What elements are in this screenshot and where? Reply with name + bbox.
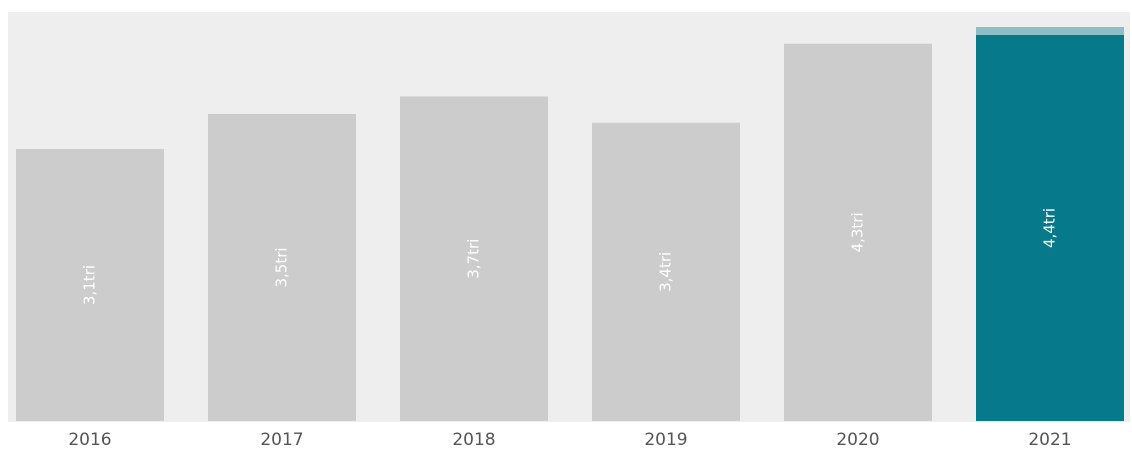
bar bbox=[976, 35, 1124, 421]
bar bbox=[592, 122, 740, 422]
value-label: 3,4tri bbox=[657, 252, 675, 292]
value-label: 4,3tri bbox=[849, 212, 867, 252]
value-label: 4,4tri bbox=[1041, 208, 1059, 248]
plot-background bbox=[8, 12, 1130, 422]
value-label: 3,1tri bbox=[81, 265, 99, 305]
x-tick-label: 2020 bbox=[836, 430, 879, 450]
value-label: 3,5tri bbox=[273, 247, 291, 287]
x-tick-label: 2017 bbox=[260, 430, 303, 450]
x-tick-label: 2021 bbox=[1028, 430, 1071, 450]
bar bbox=[400, 96, 548, 421]
x-tick-label: 2018 bbox=[452, 430, 495, 450]
selection-cap bbox=[976, 27, 1124, 35]
x-tick-label: 2019 bbox=[644, 430, 687, 450]
x-tick-label: 2016 bbox=[68, 430, 111, 450]
value-label: 3,7tri bbox=[465, 239, 483, 279]
bar bbox=[16, 149, 164, 421]
bar bbox=[784, 43, 932, 421]
bar bbox=[208, 113, 356, 422]
